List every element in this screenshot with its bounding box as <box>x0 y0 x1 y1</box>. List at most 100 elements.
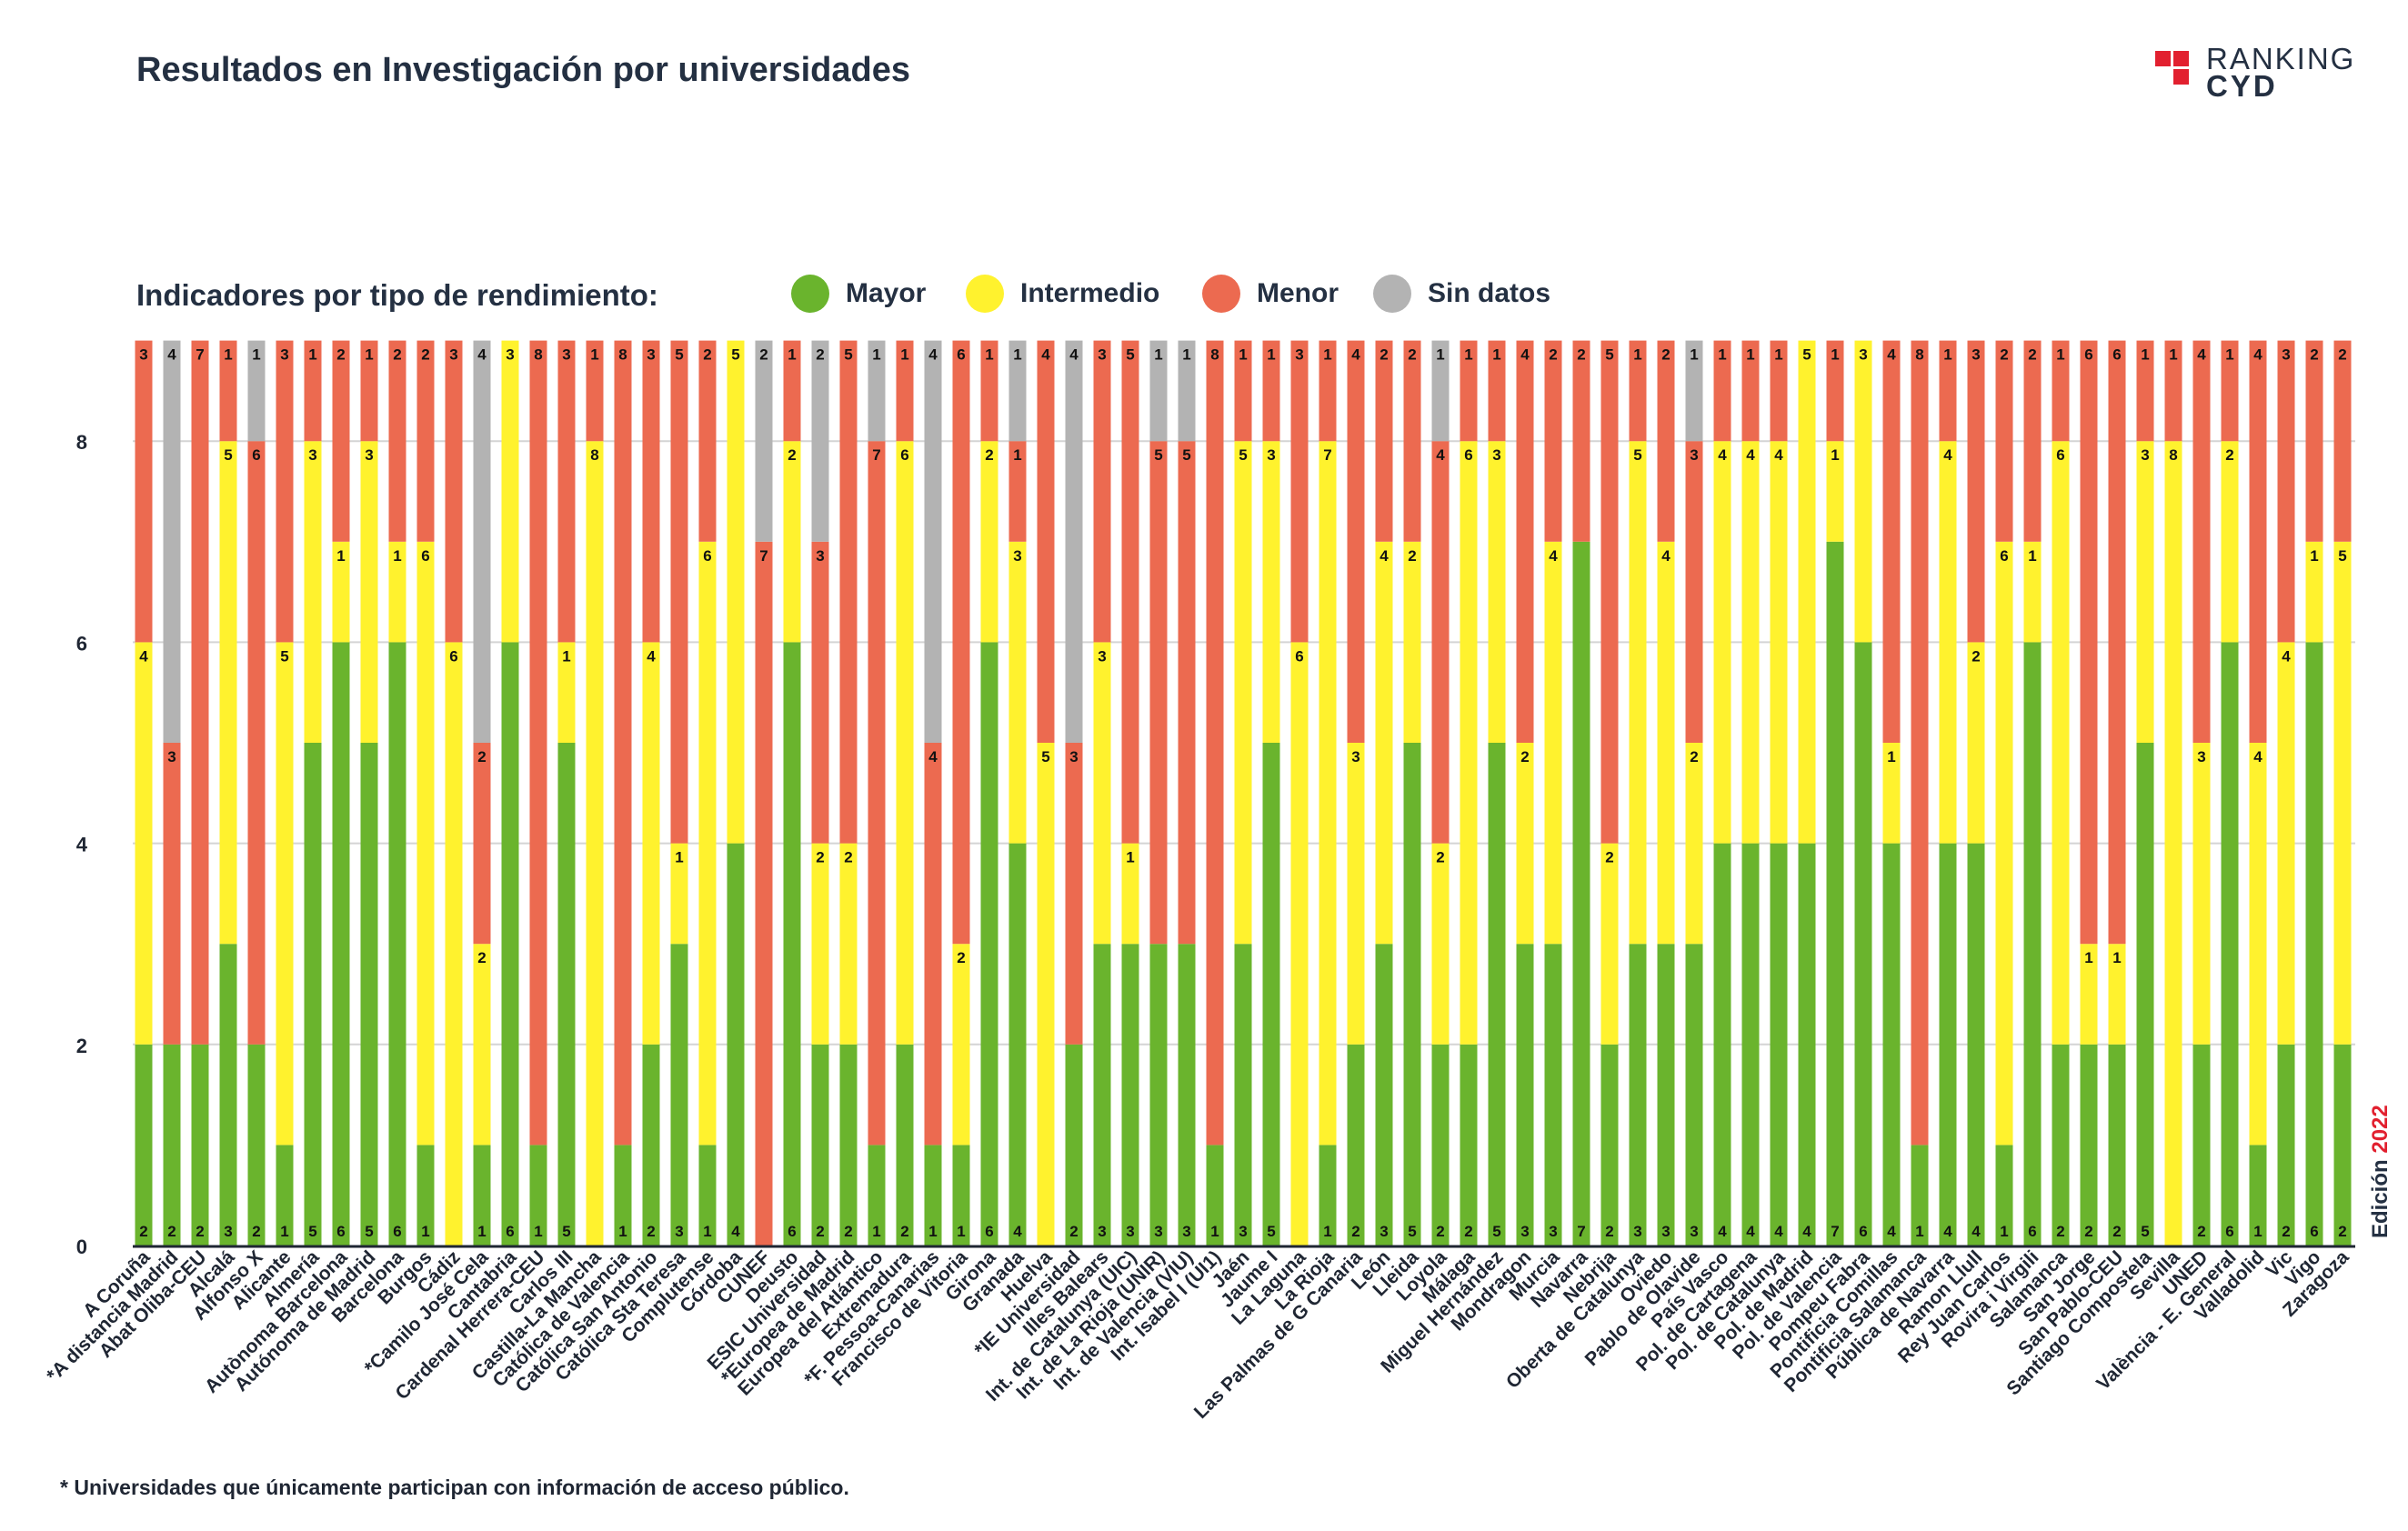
bar-mayor <box>1798 843 1816 1246</box>
bar-intermedio <box>1600 843 1619 1045</box>
bar-menor <box>1403 340 1421 542</box>
data-label-mayor: 6 <box>336 1223 345 1240</box>
data-label-menor: 2 <box>703 346 711 364</box>
data-label-menor: 3 <box>1295 346 1303 364</box>
data-label-menor: 5 <box>675 346 683 364</box>
bar-sin-datos <box>1178 340 1196 442</box>
data-label-menor: 1 <box>1746 346 1754 364</box>
bar-intermedio <box>276 642 294 1146</box>
bar-menor <box>1939 340 1957 442</box>
bar-intermedio <box>2108 944 2126 1045</box>
data-label-menor: 1 <box>1943 346 1951 364</box>
data-label-mayor: 1 <box>1323 1223 1331 1240</box>
y-tick-label: 2 <box>76 1035 87 1057</box>
logo-square-icon <box>2173 69 2189 85</box>
bar-mayor <box>1770 843 1788 1246</box>
data-label-menor: 3 <box>449 346 457 364</box>
bar-intermedio <box>360 441 378 743</box>
data-label-mayor: 3 <box>1126 1223 1134 1240</box>
bar-intermedio <box>1008 541 1027 844</box>
data-label-menor: 2 <box>477 748 486 766</box>
bar-menor <box>191 340 209 1045</box>
bar-mayor <box>2333 1044 2352 1246</box>
data-label-intermedio: 3 <box>1492 446 1500 464</box>
bar-sin-datos <box>868 340 886 442</box>
data-label-mayor: 1 <box>534 1223 542 1240</box>
bar-mayor <box>698 1145 717 1246</box>
data-label-menor: 5 <box>1182 446 1190 464</box>
data-label-mayor: 6 <box>1859 1223 1867 1240</box>
data-label-mayor: 2 <box>844 1223 852 1240</box>
legend-label-intermedio: Intermedio <box>1020 278 1160 308</box>
bar-menor <box>1375 340 1393 542</box>
bar-mayor <box>2052 1044 2070 1246</box>
bar-mayor <box>2305 642 2323 1246</box>
bar-intermedio <box>2023 541 2042 643</box>
data-label-mayor: 6 <box>788 1223 796 1240</box>
bar-menor <box>1460 340 1478 442</box>
bar-mayor <box>1093 944 1111 1246</box>
bar-intermedio <box>557 642 576 743</box>
data-label-menor: 1 <box>1718 346 1726 364</box>
data-label-intermedio: 4 <box>647 647 656 665</box>
bar-intermedio <box>1995 541 2013 1146</box>
data-label-mayor: 3 <box>1154 1223 1162 1240</box>
bar-mayor <box>163 1044 181 1246</box>
data-label-menor: 3 <box>647 346 655 364</box>
bar-menor <box>1516 340 1534 743</box>
data-label-menor: 4 <box>1041 346 1050 364</box>
data-label-intermedio: 3 <box>1351 748 1360 766</box>
data-label-intermedio: 6 <box>2000 547 2008 565</box>
bar-menor <box>360 340 378 442</box>
data-label-menor: 3 <box>1098 346 1106 364</box>
data-label-menor: 6 <box>252 446 260 464</box>
data-label-menor: 4 <box>1520 346 1530 364</box>
data-label-menor: 1 <box>2141 346 2149 364</box>
bar-mayor <box>980 642 998 1246</box>
data-label-menor: 1 <box>1774 346 1782 364</box>
bar-intermedio <box>1403 541 1421 743</box>
data-label-sin-datos: 1 <box>252 346 260 364</box>
bar-menor <box>529 340 547 1146</box>
bar-menor <box>1206 340 1224 1146</box>
data-label-intermedio: 3 <box>1859 346 1867 364</box>
bar-mayor <box>1995 1145 2013 1246</box>
data-label-menor: 3 <box>816 547 824 565</box>
data-label-menor: 5 <box>1154 446 1162 464</box>
data-label-mayor: 5 <box>1267 1223 1275 1240</box>
bar-mayor <box>1939 843 1957 1246</box>
data-label-mayor: 6 <box>2310 1223 2318 1240</box>
data-label-mayor: 2 <box>2338 1223 2346 1240</box>
data-label-intermedio: 3 <box>308 446 316 464</box>
data-label-intermedio: 1 <box>675 849 683 866</box>
data-label-mayor: 1 <box>1915 1223 1923 1240</box>
bar-menor <box>1121 340 1139 844</box>
data-label-mayor: 6 <box>506 1223 514 1240</box>
data-label-mayor: 5 <box>1492 1223 1500 1240</box>
data-label-intermedio: 2 <box>957 949 965 966</box>
legend-label-sin-datos: Sin datos <box>1428 278 1551 308</box>
bar-intermedio <box>2164 441 2182 1246</box>
data-label-mayor: 3 <box>1380 1223 1388 1240</box>
bar-intermedio <box>1770 441 1788 844</box>
data-label-sin-datos: 1 <box>1013 346 1021 364</box>
bar-menor <box>2136 340 2154 442</box>
data-label-intermedio: 5 <box>2338 547 2346 565</box>
data-label-menor: 2 <box>336 346 345 364</box>
bar-sin-datos <box>247 340 266 442</box>
bar-menor <box>868 441 886 1146</box>
bar-menor <box>1065 743 1083 1045</box>
data-label-intermedio: 8 <box>590 446 598 464</box>
bar-mayor <box>388 642 406 1246</box>
data-label-intermedio: 1 <box>2084 949 2092 966</box>
bar-mayor <box>276 1145 294 1246</box>
bar-mayor <box>1741 843 1760 1246</box>
bar-mayor <box>529 1145 547 1246</box>
bar-intermedio <box>2136 441 2154 743</box>
bar-mayor <box>811 1044 829 1246</box>
data-label-intermedio: 8 <box>2169 446 2177 464</box>
x-tick-label: *A distancia Madrid <box>43 1246 183 1386</box>
page-title: Resultados en Investigación por universi… <box>136 51 911 89</box>
bar-sin-datos <box>1685 340 1703 442</box>
bar-menor <box>1431 441 1450 844</box>
